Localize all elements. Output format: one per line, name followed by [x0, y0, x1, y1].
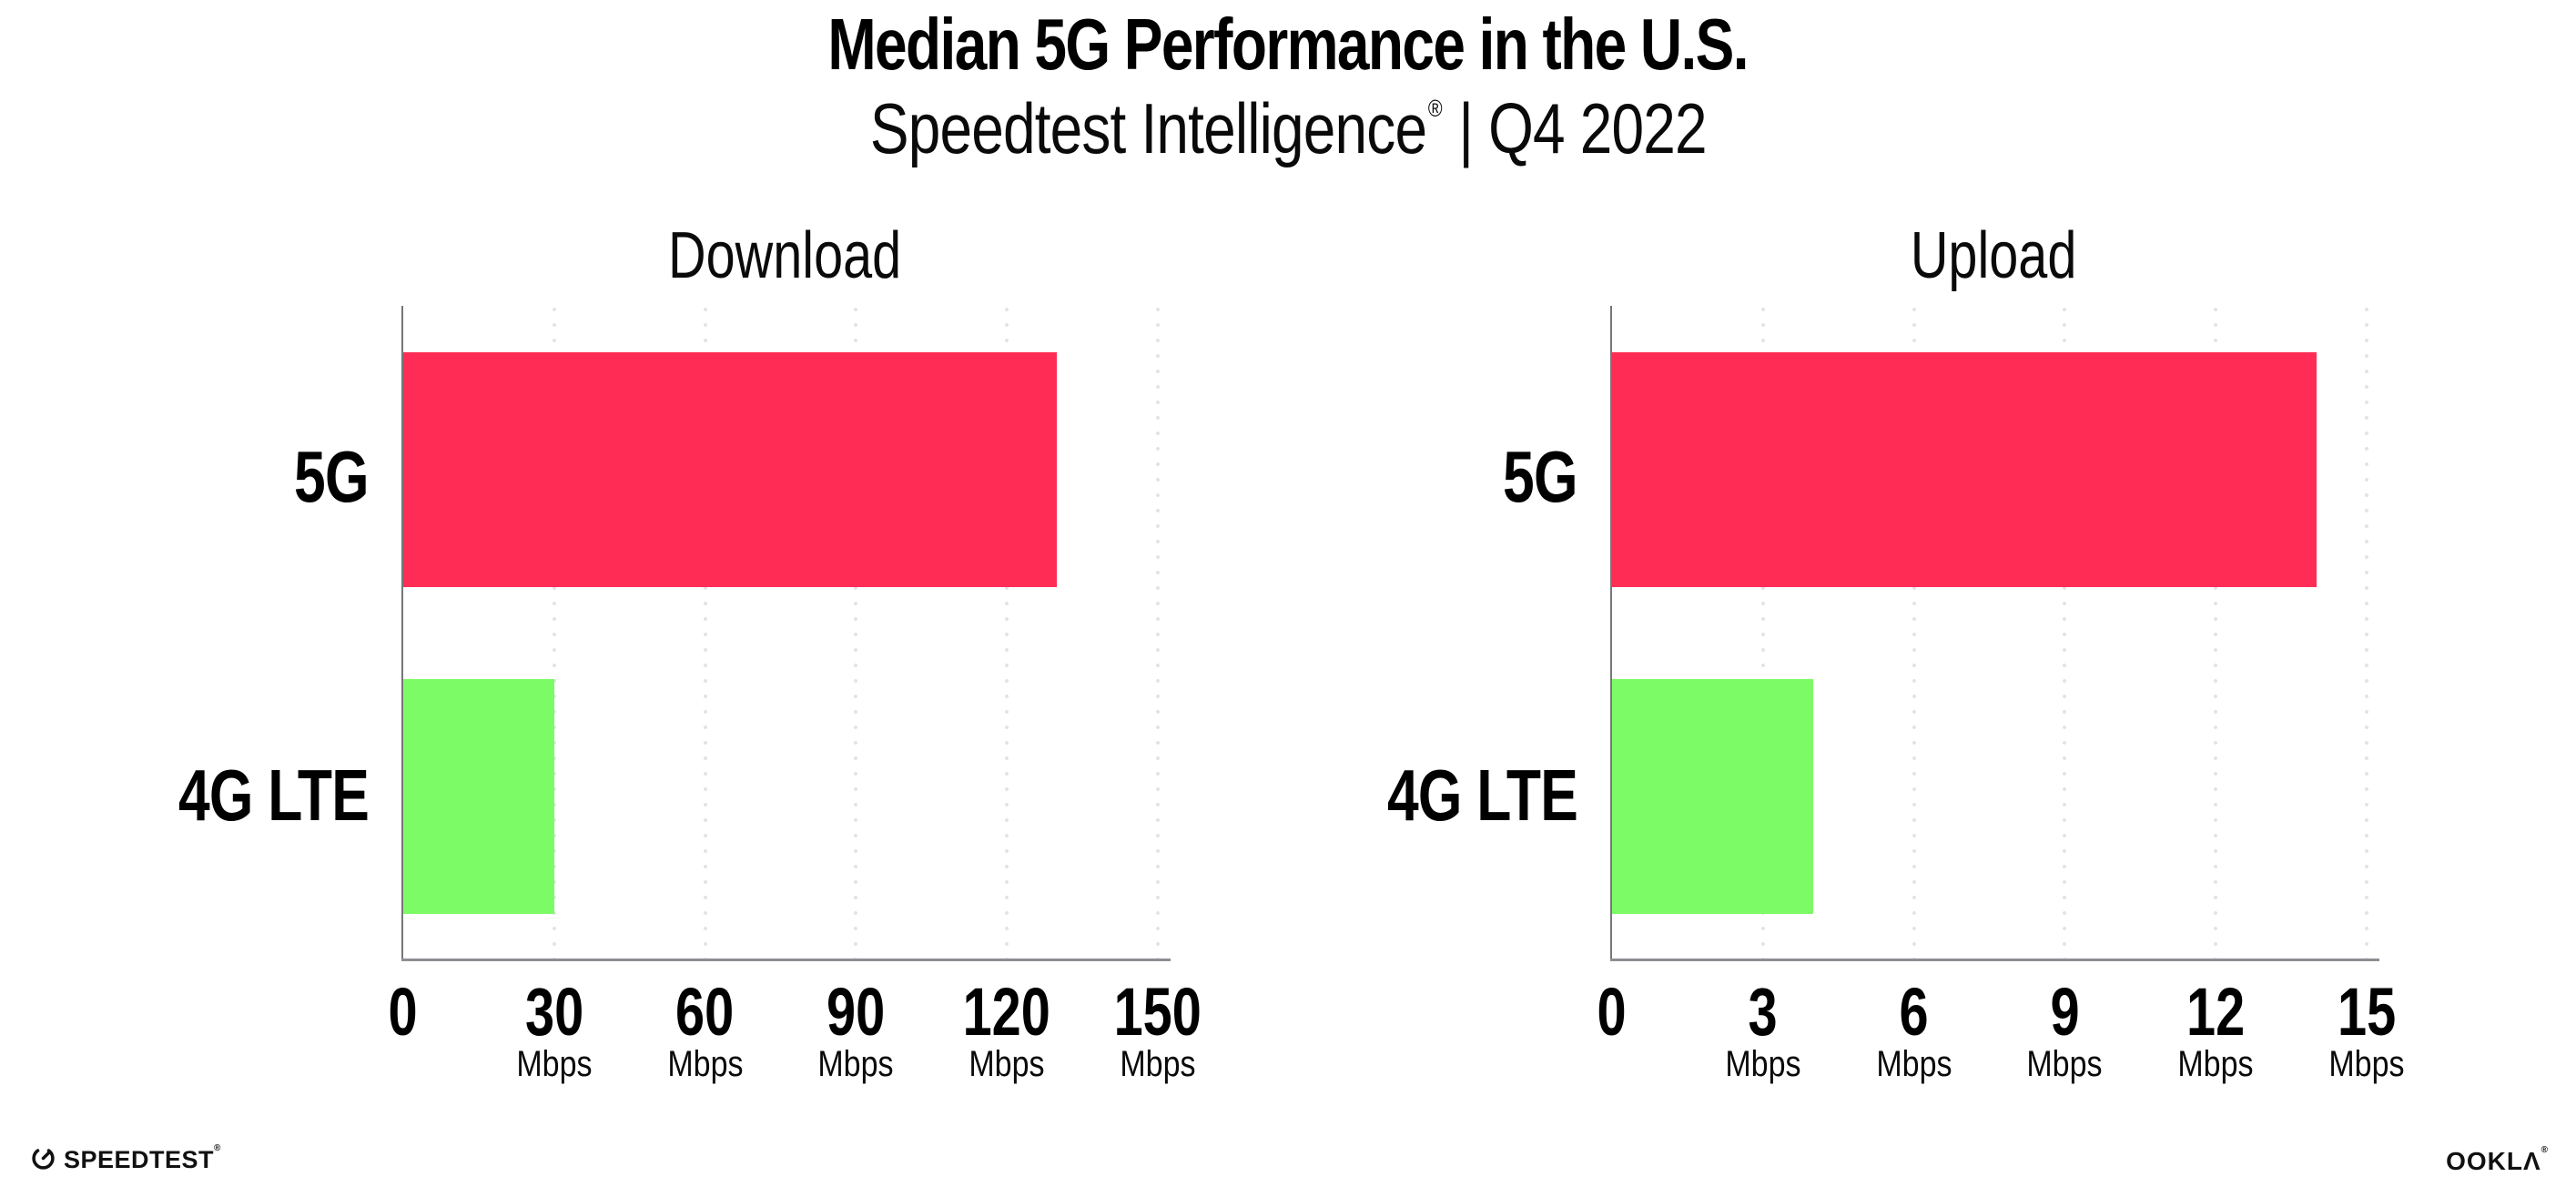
tick-label: 6	[1899, 974, 1929, 1050]
tick-unit-label: Mbps	[667, 1044, 744, 1084]
tick-unit-label: Mbps	[516, 1044, 593, 1084]
speedtest-wordmark: SPEEDTEST®	[64, 1143, 221, 1173]
registered-mark: ®	[2541, 1145, 2549, 1155]
gridline	[703, 306, 707, 965]
gridline	[1760, 306, 1765, 965]
chart-title-upload: Upload	[1910, 219, 2077, 292]
tick-unit-label: Mbps	[2177, 1044, 2254, 1084]
tick-unit-label: Mbps	[2026, 1044, 2103, 1084]
tick-label: 15	[2337, 974, 2397, 1050]
gridline	[1912, 306, 1916, 965]
gridline	[1156, 306, 1160, 965]
page-subtitle: Speedtest Intelligence® | Q4 2022	[0, 89, 2576, 184]
bar-4g-lte	[1612, 679, 1813, 914]
page-title: Median 5G Performance in the U.S.	[827, 4, 1749, 85]
tick-unit-label: Mbps	[969, 1044, 1045, 1084]
tick-label: 90	[827, 974, 886, 1050]
tick-label: 120	[963, 974, 1051, 1050]
registered-mark: ®	[1427, 95, 1443, 122]
tick-unit-label: Mbps	[817, 1044, 894, 1084]
ookla-wordmark: OOKLΛ®	[2446, 1145, 2549, 1176]
gauge-icon	[31, 1146, 56, 1171]
bar-4g-lte	[403, 679, 554, 914]
tick-label: 9	[2050, 974, 2080, 1050]
x-axis	[1610, 959, 2379, 961]
gridline	[1005, 306, 1009, 965]
gridline	[2214, 306, 2218, 965]
bar-5g	[1612, 352, 2317, 587]
category-label-4g-lte: 4G LTE	[1386, 755, 1578, 836]
category-label-5g: 5G	[1503, 436, 1577, 517]
tick-label: 0	[388, 974, 419, 1050]
gridline	[2365, 306, 2368, 965]
tick-label: 60	[675, 974, 735, 1050]
gridline	[552, 306, 556, 965]
chart-title-download: Download	[667, 219, 902, 292]
tick-unit-label: Mbps	[1725, 1044, 1801, 1084]
tick-label: 3	[1748, 974, 1778, 1050]
tick-label: 30	[524, 974, 583, 1050]
gridline	[2063, 306, 2067, 965]
subtitle-brand: Speedtest Intelligence	[869, 88, 1427, 168]
tick-unit-label: Mbps	[1120, 1044, 1196, 1084]
x-axis	[401, 959, 1171, 961]
ookla-logo: OOKLΛ®	[2446, 1145, 2549, 1175]
tick-unit-label: Mbps	[2328, 1044, 2405, 1084]
registered-mark: ®	[214, 1143, 221, 1153]
gridline	[854, 306, 858, 965]
category-label-5g: 5G	[294, 436, 369, 517]
tick-label: 12	[2186, 974, 2246, 1050]
subtitle-period: | Q4 2022	[1458, 88, 1707, 168]
y-axis	[1610, 306, 1612, 961]
speedtest-logo: SPEEDTEST®	[31, 1143, 221, 1173]
tick-unit-label: Mbps	[1876, 1044, 1952, 1084]
tick-label: 150	[1113, 974, 1202, 1050]
tick-label: 0	[1597, 974, 1628, 1050]
bar-5g	[403, 352, 1057, 587]
y-axis	[401, 306, 403, 961]
category-label-4g-lte: 4G LTE	[177, 755, 370, 836]
